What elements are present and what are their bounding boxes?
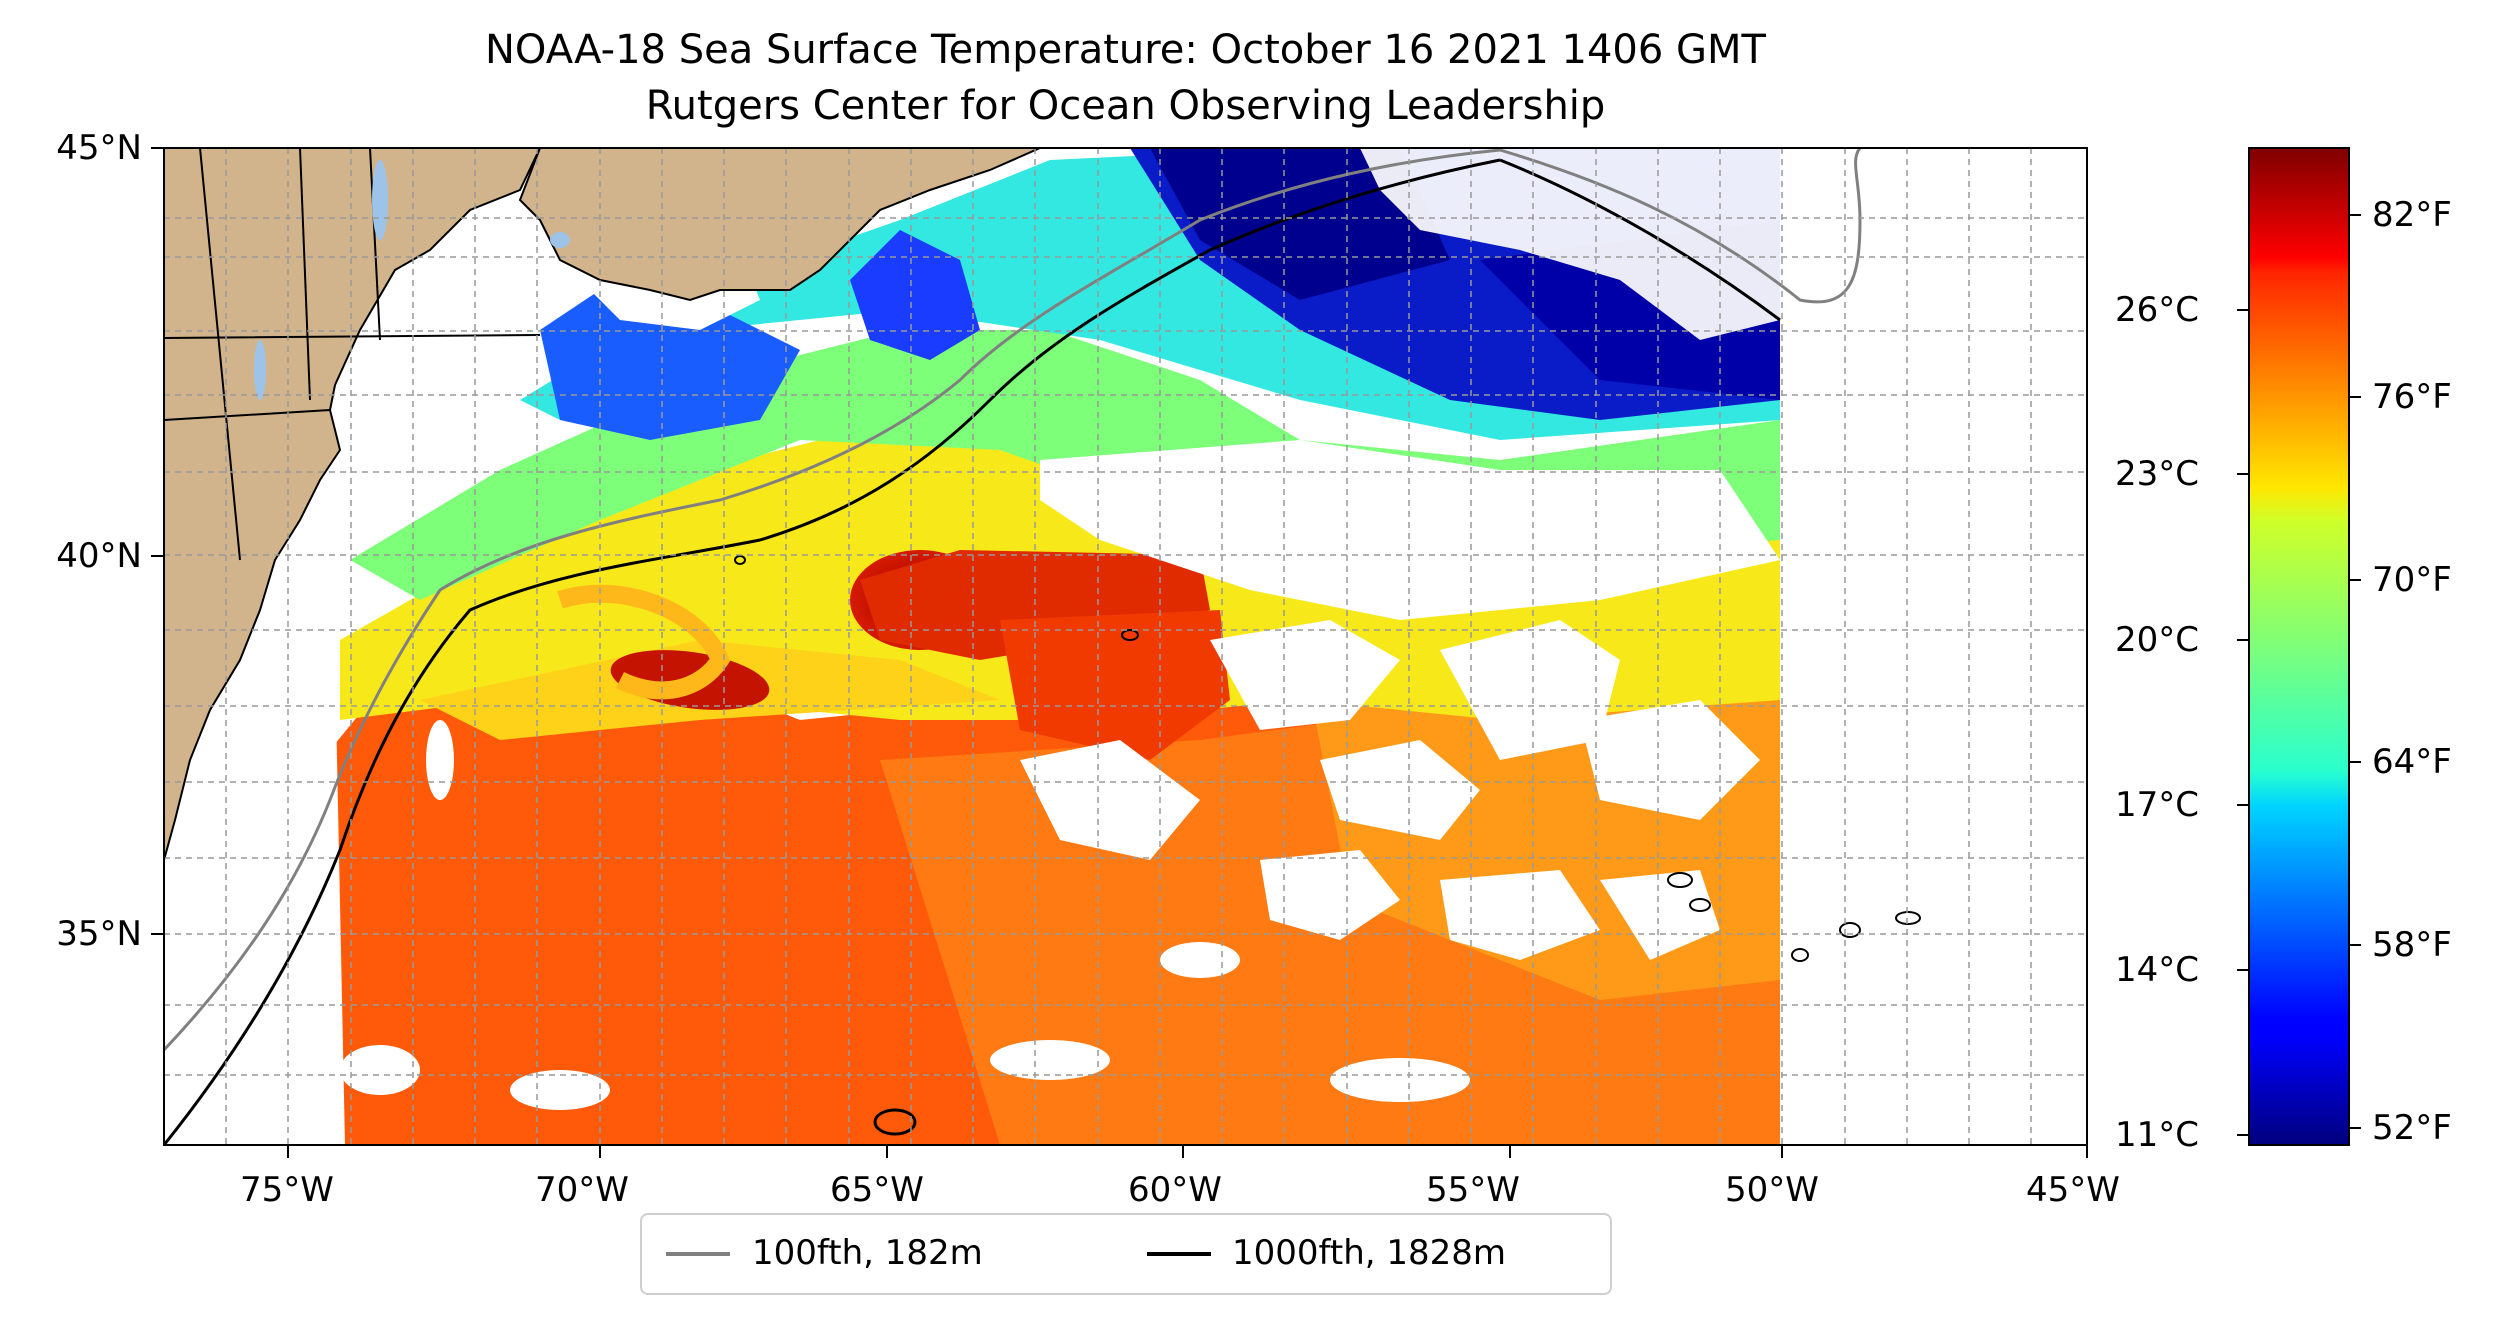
legend-label-1000fth: 1000fth, 1828m — [1232, 1233, 1507, 1273]
colorbar-label-26c: 26°C — [2115, 290, 2200, 330]
lon-label-65w: 65°W — [830, 1170, 924, 1210]
map-frame — [163, 147, 2088, 1146]
colorbar-label-52f: 52°F — [2372, 1108, 2452, 1148]
map-title: NOAA-18 Sea Surface Temperature: October… — [485, 27, 1766, 73]
colorbar-label-11c: 11°C — [2115, 1115, 2200, 1155]
legend-line-100fth — [666, 1252, 730, 1256]
colorbar-label-17c: 17°C — [2115, 785, 2200, 825]
legend-label-100fth: 100fth, 182m — [752, 1233, 983, 1273]
colorbar-label-70f: 70°F — [2372, 560, 2452, 600]
contour-1000fth — [164, 158, 1501, 1145]
colorbar — [2248, 147, 2350, 1146]
map-gridlines — [164, 148, 2087, 1145]
axis-ticks — [151, 147, 2088, 1158]
colorbar-label-14c: 14°C — [2115, 950, 2200, 990]
lon-label-55w: 55°W — [1426, 1170, 1520, 1210]
sst-field — [164, 148, 2087, 1145]
colorbar-label-23c: 23°C — [2115, 454, 2200, 494]
lon-label-70w: 70°W — [535, 1170, 629, 1210]
colorbar-label-76f: 76°F — [2372, 377, 2452, 417]
lon-label-50w: 50°W — [1725, 1170, 1819, 1210]
lon-label-75w: 75°W — [240, 1170, 334, 1210]
colorbar-label-82f: 82°F — [2372, 195, 2452, 235]
colorbar-ticks — [2237, 214, 2361, 1136]
lon-label-45w: 45°W — [2026, 1170, 2120, 1210]
colorbar-label-58f: 58°F — [2372, 925, 2452, 965]
bathymetry-contours — [164, 148, 1921, 1145]
contour-100fth — [164, 148, 1501, 1052]
lat-label-40n: 40°N — [56, 536, 142, 576]
colorbar-label-20c: 20°C — [2115, 620, 2200, 660]
lon-label-60w: 60°W — [1128, 1170, 1222, 1210]
lat-label-35n: 35°N — [56, 914, 142, 954]
land — [164, 148, 1041, 861]
map-legend: 100fth, 182m 1000fth, 1828m — [640, 1213, 1612, 1295]
lat-label-45n: 45°N — [56, 128, 142, 168]
map-subtitle: Rutgers Center for Ocean Observing Leade… — [645, 83, 1606, 129]
legend-line-1000fth — [1147, 1252, 1211, 1256]
colorbar-label-64f: 64°F — [2372, 742, 2452, 782]
